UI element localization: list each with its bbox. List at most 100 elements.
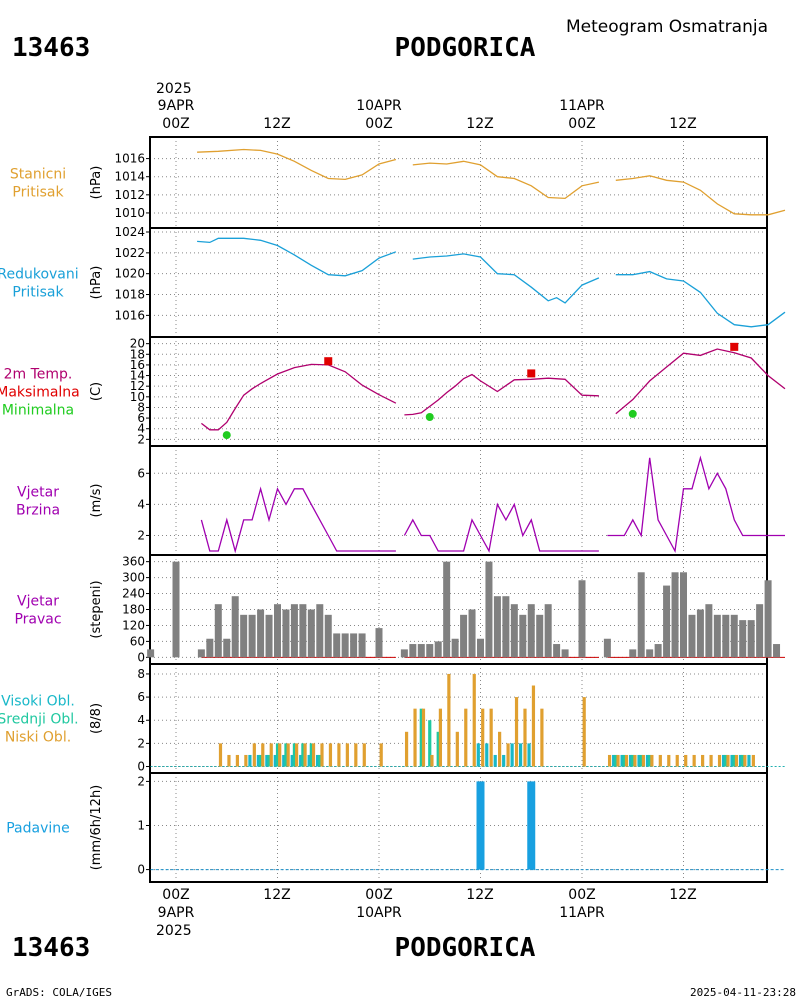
direction-bar [519,614,527,658]
cloud-bar [506,743,510,767]
min-temp-marker [425,413,434,422]
cloud-bar [286,743,290,767]
cloud-bar [675,754,679,767]
cloud-bar [476,743,480,767]
direction-bar [172,561,180,658]
direction-bar [527,604,535,658]
direction-bar [493,596,501,658]
min-temp-marker [222,431,231,440]
cloud-bar [362,743,366,767]
direction-bar [358,633,366,658]
cloud-bar [404,731,409,767]
panel-label: Redukovani [0,267,79,283]
cloud-bar [658,754,662,767]
y-tick-label: 1014 [114,170,145,184]
panel-frame [149,227,768,338]
bottom-date-1: 9APR [158,905,195,921]
series-line [403,502,599,553]
y-tick-label: 360 [122,555,145,569]
direction-bar [756,604,764,658]
cloud-bar [582,697,586,767]
cloud-bar [265,754,269,767]
cloud-bar [709,754,713,767]
cloud-bar [248,754,252,767]
station-name-top: PODGORICA [395,33,536,63]
y-tick-label: 0 [137,760,145,774]
cloud-bar [273,754,277,767]
cloud-bar [275,743,280,767]
series-line [615,175,786,216]
top-hour-5: 00Z [568,116,595,132]
cloud-bar [531,685,536,767]
direction-bar [688,614,696,658]
panel-label: Maksimalna [0,385,80,401]
bottom-date-2: 10APR [356,905,402,921]
cloud-bar [299,754,303,767]
panel-label: Niski Obl. [5,730,71,746]
series-line [607,455,785,554]
cloud-bar [311,743,316,767]
y-axis-label: (C) [89,382,104,401]
cloud-bar [485,743,489,767]
direction-bar [265,614,273,658]
cloud-bar [641,754,646,767]
cloud-bar [631,754,635,767]
bottom-year: 2025 [156,923,192,939]
y-tick-label: 12 [130,379,145,393]
y-tick-label: 6 [137,466,145,480]
min-temp-marker [628,409,637,418]
direction-bar [400,649,408,658]
direction-bar [544,604,552,658]
direction-bar [257,609,265,658]
top-hour-1: 00Z [162,116,189,132]
cloud-bar [428,720,432,767]
y-tick-label: 2 [137,528,145,542]
direction-bar [375,628,383,658]
cloud-bar [624,754,629,767]
cloud-bar [738,754,743,767]
cloud-bar [514,697,519,767]
direction-bar [299,604,307,658]
panel-label: Brzina [16,503,60,519]
direction-bar [536,614,544,658]
cloud-bar [481,708,485,767]
series-line [201,363,397,431]
y-tick-label: 1016 [114,308,145,322]
direction-bar [341,633,349,658]
direction-bar [713,614,721,658]
cloud-bar [489,708,493,767]
direction-bar [240,614,248,658]
panel-frame [149,772,768,883]
direction-bar [477,638,484,658]
cloud-bar [743,754,747,767]
cloud-bar [227,754,231,767]
panel-label: Visoki Obl. [1,694,75,710]
cloud-bar [269,743,273,767]
cloud-bar [650,754,654,767]
cloud-bar [258,754,263,767]
cloud-bar [493,754,497,767]
cloud-bar [633,754,637,767]
cloud-bar [502,754,506,767]
y-tick-label: 16 [130,358,145,372]
cloud-bar [684,754,688,767]
cloud-bar [284,743,288,767]
cloud-bar [430,754,434,767]
direction-bar [316,604,324,658]
y-tick-label: 8 [137,400,145,414]
cloud-bar [337,743,341,767]
panel-label: Pritisak [12,185,64,201]
direction-bar [333,633,341,658]
panel-label: Stanicni [10,167,66,183]
cloud-bar [732,754,736,767]
cloud-bar [747,754,751,767]
direction-bar [282,609,290,658]
direction-bar [663,585,671,658]
product-title: Meteogram Osmatranja [566,17,768,37]
y-tick-label: 0 [137,863,145,877]
cloud-bar [701,754,705,767]
station-id-bottom: 13463 [12,933,90,963]
y-tick-label: 1 [137,819,145,833]
precip-bar [527,781,536,870]
cloud-bar [721,754,726,767]
